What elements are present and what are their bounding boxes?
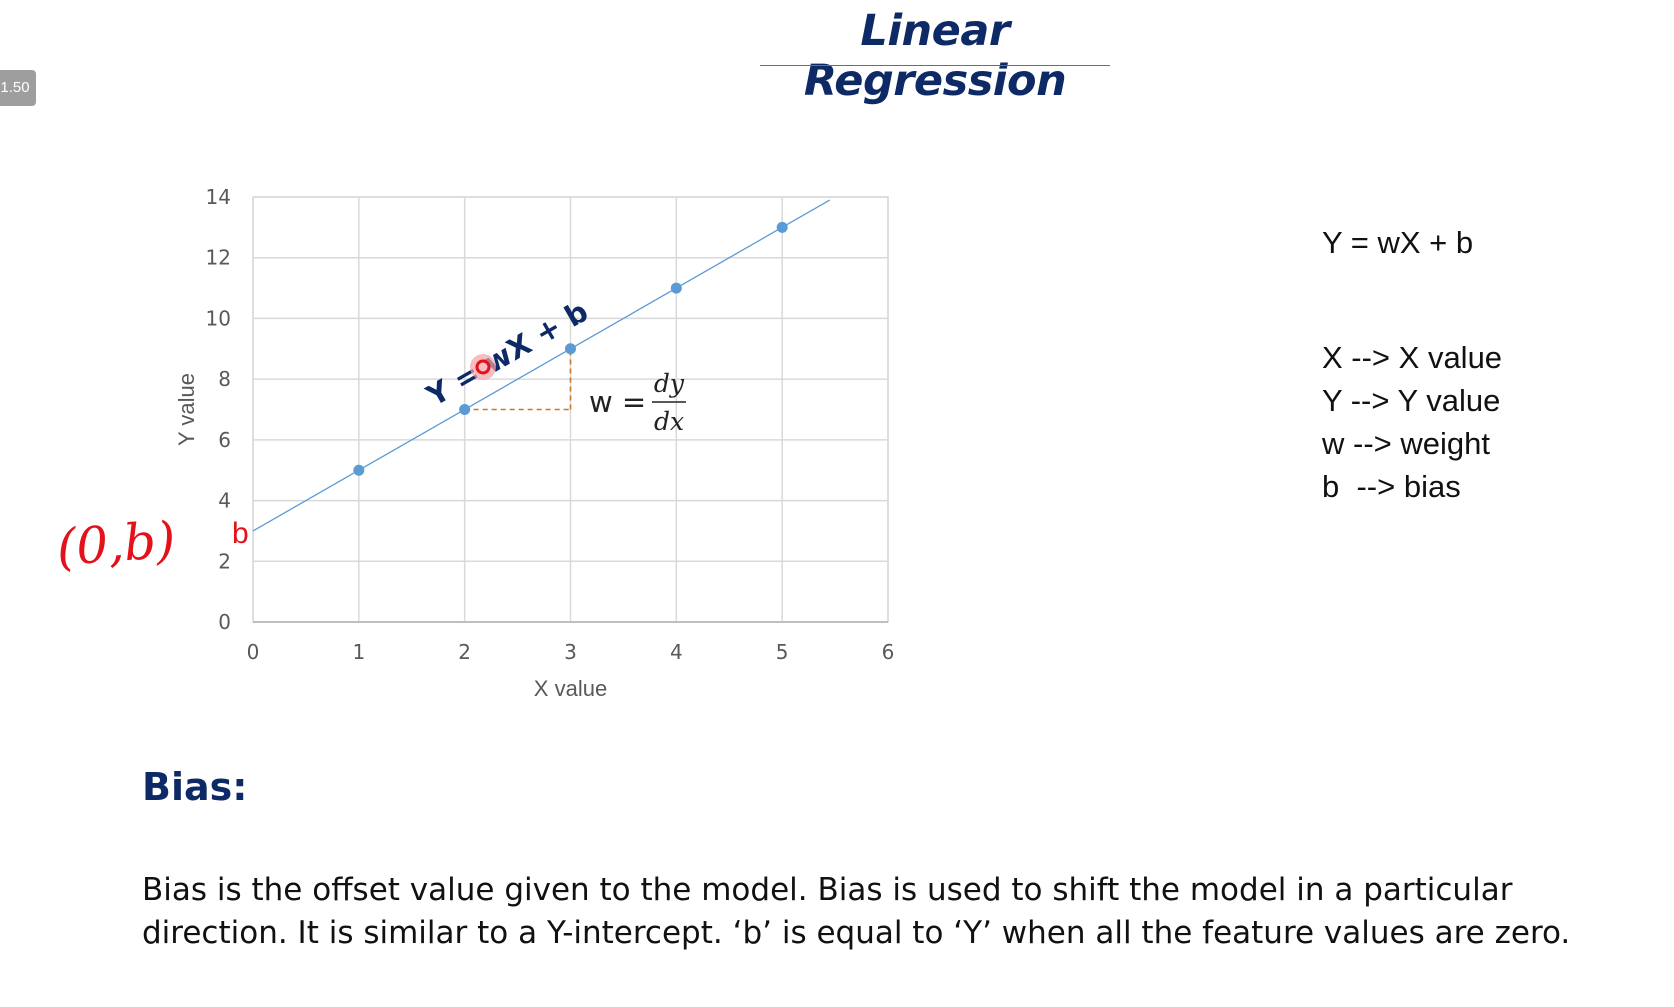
slide-title: Linear Regression <box>803 6 1067 106</box>
line-equation-label: Y = wX + b <box>420 294 594 414</box>
y-tick-label: 10 <box>206 306 231 330</box>
legend-panel: Y = wX + b X --> X value Y --> Y value w… <box>1322 225 1502 508</box>
handwritten-note: (0,b) <box>55 511 177 577</box>
x-tick-label: 2 <box>458 640 471 664</box>
x-tick-label: 4 <box>670 640 683 664</box>
title-underline <box>760 65 1110 66</box>
y-tick-label: 14 <box>206 185 231 209</box>
y-tick-label: 0 <box>218 610 231 634</box>
cursor-dot <box>475 359 491 375</box>
definition-y: Y --> Y value <box>1322 383 1501 418</box>
bias-description: Bias is the offset value given to the mo… <box>142 869 1642 955</box>
x-tick-label: 5 <box>776 640 789 664</box>
slope-numerator: dy <box>654 369 685 398</box>
cursor-highlight <box>470 354 496 380</box>
x-tick-label: 6 <box>882 640 895 664</box>
data-point <box>776 221 788 233</box>
data-point <box>565 343 576 355</box>
y-tick-label: 8 <box>218 367 231 391</box>
data-point <box>459 404 471 415</box>
y-tick-label: 4 <box>218 489 231 513</box>
data-point <box>353 464 365 476</box>
playback-speed-badge[interactable]: 1.50 <box>0 70 36 106</box>
equation-text: Y = wX + b <box>1322 225 1474 260</box>
y-axis-title: Y value <box>174 373 199 446</box>
definition-w: w --> weight <box>1322 426 1490 461</box>
intercept-label: b <box>232 517 249 550</box>
x-tick-label: 1 <box>352 640 365 664</box>
definition-b: b --> bias <box>1322 469 1461 504</box>
x-axis-title: X value <box>534 676 607 701</box>
x-tick-label: 3 <box>564 640 577 664</box>
bias-description-line-2: direction. It is similar to a Y-intercep… <box>142 915 1571 951</box>
bias-heading: Bias: <box>142 765 248 809</box>
regression-line <box>252 199 831 532</box>
y-tick-label: 12 <box>206 246 231 270</box>
y-tick-label: 2 <box>218 549 231 573</box>
x-tick-label: 0 <box>247 640 260 664</box>
definition-x: X --> X value <box>1322 340 1503 375</box>
slope-denominator: dx <box>654 407 684 436</box>
bias-description-line-1: Bias is the offset value given to the mo… <box>142 872 1513 908</box>
slope-lhs: w = <box>589 385 646 419</box>
data-point <box>670 282 682 294</box>
y-tick-label: 6 <box>218 428 231 452</box>
